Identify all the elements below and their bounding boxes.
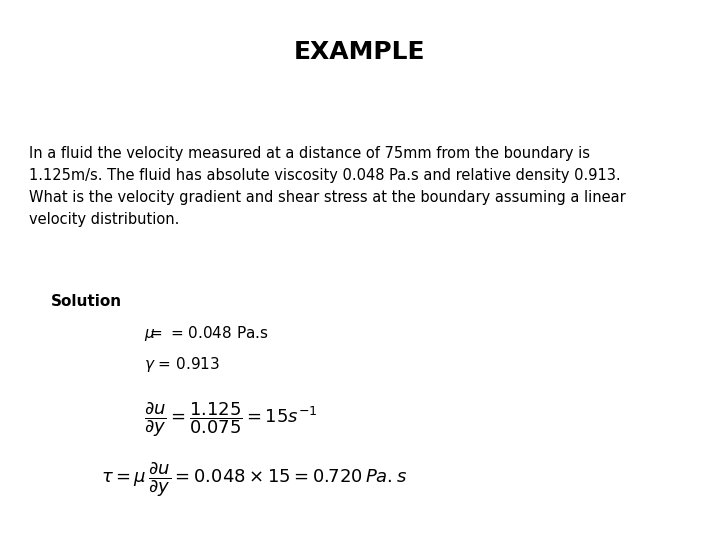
- Text: $\gamma$ = 0.913: $\gamma$ = 0.913: [144, 355, 220, 374]
- Text: $\mu\!\!\!=$ = 0.048 Pa.s: $\mu\!\!\!=$ = 0.048 Pa.s: [144, 324, 269, 343]
- Text: Solution: Solution: [50, 294, 122, 309]
- Text: EXAMPLE: EXAMPLE: [294, 40, 426, 64]
- Text: $\tau = \mu\,\dfrac{\partial u}{\partial y} = 0.048 \times 15 = 0.720\,Pa.s$: $\tau = \mu\,\dfrac{\partial u}{\partial…: [101, 460, 407, 499]
- Text: In a fluid the velocity measured at a distance of 75mm from the boundary is
1.12: In a fluid the velocity measured at a di…: [29, 146, 626, 227]
- Text: $\dfrac{\partial u}{\partial y} = \dfrac{1.125}{0.075} = 15s^{-1}$: $\dfrac{\partial u}{\partial y} = \dfrac…: [144, 401, 318, 440]
